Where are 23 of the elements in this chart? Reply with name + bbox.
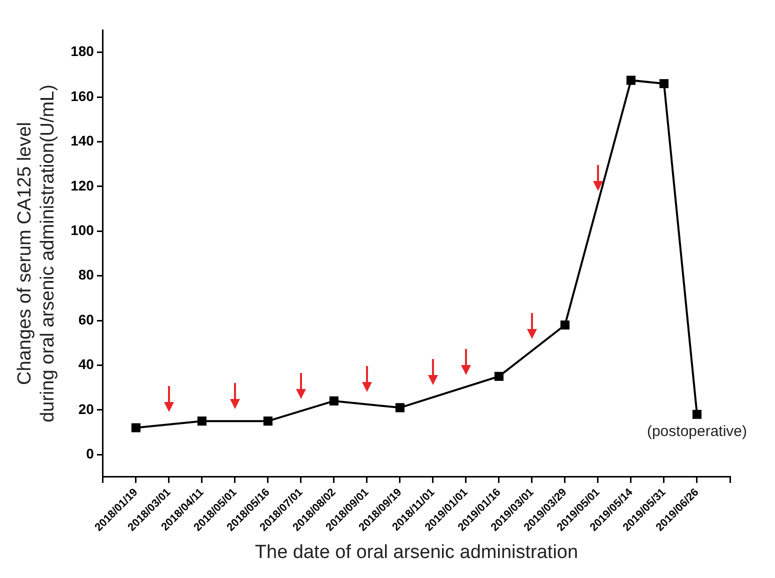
y-tick-label: 0	[86, 445, 94, 462]
point	[494, 372, 504, 381]
point	[131, 423, 140, 432]
y-tick-label: 60	[78, 311, 94, 328]
y-tick-label: 80	[78, 266, 94, 283]
y-tick-label: 160	[70, 88, 94, 104]
y-tick-label: 100	[70, 222, 94, 238]
point	[395, 403, 405, 412]
point	[560, 320, 570, 330]
point	[263, 416, 273, 426]
x-axis-title: The date of oral arsenic administration	[254, 542, 578, 563]
y-tick-label: 20	[78, 400, 94, 417]
point	[659, 79, 669, 88]
point	[626, 76, 636, 85]
annotation: (postoperative)	[646, 423, 748, 440]
y-tick-label: 120	[70, 177, 94, 194]
y-axis-title: Changes of serum CA125 level during oral arsenic administration(U/mL)	[14, 84, 58, 422]
point	[692, 410, 702, 419]
y-tick-label: 180	[70, 43, 94, 60]
y-tick-label: 40	[78, 356, 94, 372]
y-tick-label: 140	[70, 132, 94, 149]
point	[329, 396, 339, 406]
point	[197, 416, 206, 426]
